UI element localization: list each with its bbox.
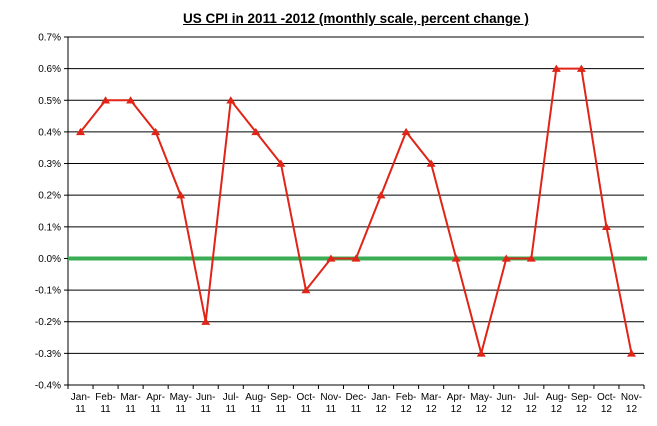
x-tick-label-month: Mar- xyxy=(421,392,442,403)
x-tick-label-year: 12 xyxy=(601,404,613,415)
data-point-marker xyxy=(151,127,161,136)
x-tick-label-month: Nov- xyxy=(621,392,642,403)
data-point-marker xyxy=(301,286,311,294)
y-tick-label: 0.7% xyxy=(38,33,61,44)
cpi-series-line xyxy=(79,67,633,358)
x-tick-label-month: Feb- xyxy=(95,392,116,403)
x-tick-label-year: 11 xyxy=(226,404,237,415)
data-point-marker xyxy=(176,191,186,199)
x-tick-label-year: 12 xyxy=(551,404,563,415)
y-axis-labels: 0.7% 0.6% 0.5% 0.4% 0.3% 0.2% 0.1% 0.0% -0.1% -0.… xyxy=(35,33,61,392)
x-tick-label-month: Jan- xyxy=(371,392,390,403)
x-tick-label-month: Apr- xyxy=(447,392,466,403)
data-point-marker xyxy=(551,64,561,72)
y-tick-label: 0.6% xyxy=(38,64,61,75)
x-tick-label-month: Oct- xyxy=(597,392,616,403)
x-tick-label-month: Jun- xyxy=(497,392,516,403)
x-tick-label-year: 11 xyxy=(201,404,212,415)
x-tick-label-year: 11 xyxy=(276,404,287,415)
data-point-marker xyxy=(576,64,586,72)
x-tick-label-year: 12 xyxy=(426,404,438,415)
data-point-marker xyxy=(601,222,611,231)
x-tick-label-year: 11 xyxy=(100,404,111,415)
data-point-marker xyxy=(276,159,286,167)
x-tick-label-year: 11 xyxy=(75,404,86,415)
chart-title: US CPI in 2011 -2012 (monthly scale, per… xyxy=(183,11,529,26)
y-tick-label: 0.0% xyxy=(38,254,61,265)
y-tick-label: -0.2% xyxy=(35,317,61,328)
y-gridlines xyxy=(68,36,644,386)
axis-tick-marks xyxy=(64,36,645,389)
data-point-marker xyxy=(126,96,136,104)
x-tick-label-month: May- xyxy=(470,392,492,403)
y-tick-label: 0.2% xyxy=(38,191,61,202)
data-point-marker xyxy=(476,349,486,357)
data-point-marker xyxy=(376,191,386,199)
series-markers xyxy=(76,64,636,357)
x-tick-label-month: May- xyxy=(170,392,192,403)
data-point-marker xyxy=(101,96,111,104)
x-tick-label-year: 12 xyxy=(476,404,488,415)
x-tick-label-month: Apr- xyxy=(146,392,165,403)
data-point-marker xyxy=(401,127,411,136)
x-tick-label-year: 11 xyxy=(326,404,337,415)
x-tick-label-month: Jun- xyxy=(196,392,215,403)
data-point-marker xyxy=(76,127,86,136)
y-tick-label: 0.3% xyxy=(38,159,61,170)
data-point-marker xyxy=(351,254,361,262)
y-tick-label: 0.4% xyxy=(38,127,61,138)
x-tick-label-year: 12 xyxy=(576,404,588,415)
x-tick-label-year: 11 xyxy=(351,404,362,415)
y-tick-label: -0.1% xyxy=(35,286,61,297)
x-tick-label-year: 12 xyxy=(451,404,463,415)
x-tick-label-year: 11 xyxy=(125,404,136,415)
data-point-marker xyxy=(501,254,511,262)
x-tick-label-month: Aug- xyxy=(546,392,567,403)
x-tick-label-month: Sep- xyxy=(571,392,592,403)
x-tick-label-month: Nov- xyxy=(320,392,341,403)
x-tick-label-month: Mar- xyxy=(120,392,141,403)
x-tick-label-month: Oct- xyxy=(296,392,315,403)
y-tick-label: -0.3% xyxy=(35,349,61,360)
y-tick-label: 0.5% xyxy=(38,96,61,107)
x-tick-label-month: Jul- xyxy=(523,392,539,403)
x-tick-label-year: 12 xyxy=(501,404,513,415)
data-point-marker xyxy=(426,159,436,167)
x-tick-label-month: Jul- xyxy=(223,392,239,403)
data-point-marker xyxy=(226,96,236,104)
x-tick-label-month: Jan- xyxy=(71,392,90,403)
data-point-marker xyxy=(451,254,461,262)
x-tick-label-year: 12 xyxy=(401,404,413,415)
x-tick-label-month: Dec- xyxy=(345,392,366,403)
x-axis-labels: Jan-11Feb-11Mar-11Apr-11May-11Jun-11Jul-… xyxy=(71,392,642,415)
y-tick-label: -0.4% xyxy=(35,381,61,392)
x-tick-label-year: 11 xyxy=(150,404,161,415)
x-tick-label-year: 11 xyxy=(176,404,187,415)
data-point-marker xyxy=(326,254,336,262)
data-point-marker xyxy=(201,317,211,325)
x-tick-label-year: 12 xyxy=(626,404,638,415)
x-tick-label-year: 11 xyxy=(301,404,312,415)
data-point-marker xyxy=(626,349,636,357)
x-tick-label-year: 12 xyxy=(375,404,387,415)
x-tick-label-year: 12 xyxy=(526,404,538,415)
y-tick-label: 0.1% xyxy=(38,222,61,233)
data-point-marker xyxy=(526,254,536,262)
x-tick-label-month: Feb- xyxy=(396,392,417,403)
x-tick-label-year: 11 xyxy=(251,404,262,415)
x-tick-label-month: Sep- xyxy=(270,392,291,403)
data-point-marker xyxy=(251,127,261,136)
x-tick-label-month: Aug- xyxy=(245,392,266,403)
